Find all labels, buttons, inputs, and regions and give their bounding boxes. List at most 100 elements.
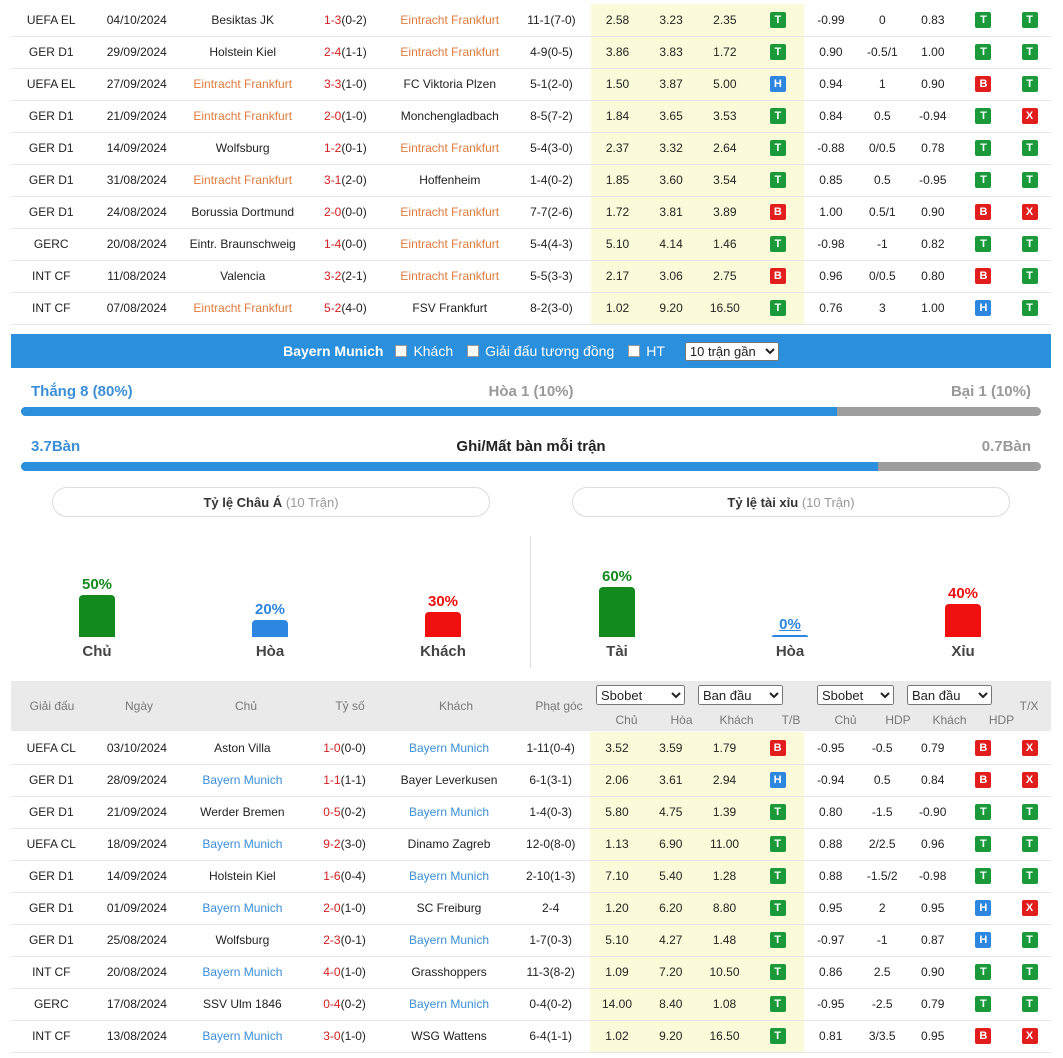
handicap-time-select[interactable]: Ban đầu	[907, 685, 992, 705]
competition-cell[interactable]: GER D1	[11, 892, 92, 925]
competition-cell[interactable]: INT CF	[11, 956, 92, 989]
competition-cell[interactable]: INT CF	[11, 292, 92, 325]
score-value[interactable]: 2-0	[323, 901, 341, 915]
away-team-cell[interactable]: Eintracht Frankfurt	[387, 196, 513, 229]
handicap-company-select[interactable]: Sbobet	[817, 685, 894, 705]
score-value[interactable]: 2-3	[323, 933, 341, 947]
home-team-cell[interactable]: Werder Bremen	[182, 796, 303, 829]
competition-cell[interactable]: UEFA CL	[11, 732, 92, 765]
home-team-cell[interactable]: Eintracht Frankfurt	[182, 100, 304, 133]
away-team-cell[interactable]: SC Freiburg	[386, 892, 512, 925]
away-team-cell[interactable]: Bayern Munich	[386, 924, 512, 957]
competition-cell[interactable]: GERC	[11, 228, 92, 261]
home-team-cell[interactable]: Wolfsburg	[182, 132, 304, 165]
competition-cell[interactable]: GER D1	[11, 132, 92, 165]
competition-cell[interactable]: UEFA CL	[11, 828, 92, 861]
competition-cell[interactable]: GER D1	[11, 764, 92, 797]
competition-cell[interactable]: UEFA EL	[11, 4, 92, 37]
away-only-checkbox[interactable]	[395, 345, 408, 357]
ah-hdp-cell: 2/2.5	[857, 828, 907, 861]
away-team-cell[interactable]: Dinamo Zagreb	[386, 828, 512, 861]
competition-cell[interactable]: GER D1	[11, 100, 92, 133]
odds-home-cell: 1.13	[590, 828, 644, 861]
hdp-result-badge: T	[975, 868, 992, 884]
away-team-cell[interactable]: Eintracht Frankfurt	[387, 228, 513, 261]
away-team-cell[interactable]: Grasshoppers	[386, 956, 512, 989]
home-team-cell[interactable]: Bayern Munich	[182, 828, 303, 861]
away-team-cell[interactable]: Bayern Munich	[386, 988, 512, 1021]
home-team-cell[interactable]: Holstein Kiel	[182, 860, 303, 893]
score-value[interactable]: 3-3	[324, 77, 342, 91]
competition-cell[interactable]: GER D1	[11, 924, 92, 957]
halftime-score: (0-0)	[340, 740, 366, 755]
score-value[interactable]: 3-2	[324, 269, 342, 283]
away-team-cell[interactable]: Monchengladbach	[387, 100, 513, 133]
ah-home-cell: -0.98	[804, 228, 858, 261]
away-team-cell[interactable]: Bayern Munich	[386, 796, 512, 829]
home-team-cell[interactable]: Bayern Munich	[182, 1020, 303, 1053]
col-tx: T/X	[1019, 699, 1039, 713]
ah-away-cell: 0.90	[906, 196, 959, 229]
score-value[interactable]: 2-0	[324, 205, 342, 219]
score-value[interactable]: 0-5	[323, 805, 341, 819]
home-team-cell[interactable]: Holstein Kiel	[182, 36, 304, 69]
tb-badge: B	[769, 739, 786, 756]
score-value[interactable]: 0-4	[323, 997, 341, 1011]
competition-cell[interactable]: UEFA EL	[11, 68, 92, 101]
competition-cell[interactable]: INT CF	[11, 260, 92, 293]
odds-time-select[interactable]: Ban đầu	[698, 685, 783, 705]
away-team-cell[interactable]: Bayer Leverkusen	[386, 764, 512, 797]
home-team-cell[interactable]: Borussia Dortmund	[182, 196, 304, 229]
ht-checkbox[interactable]	[628, 345, 641, 357]
competition-cell[interactable]: GER D1	[11, 860, 92, 893]
away-team-cell[interactable]: WSG Wattens	[386, 1020, 512, 1053]
home-team-cell[interactable]: Eintracht Frankfurt	[182, 164, 304, 197]
away-team-cell[interactable]: Hoffenheim	[387, 164, 513, 197]
score-value[interactable]: 2-0	[324, 109, 342, 123]
home-team-cell[interactable]: SSV Ulm 1846	[182, 988, 303, 1021]
hdp-result-badge: T	[975, 140, 992, 156]
score-value[interactable]: 3-0	[323, 1029, 341, 1043]
score-value[interactable]: 1-1	[323, 773, 341, 787]
home-team-cell[interactable]: Valencia	[182, 260, 304, 293]
away-team-cell[interactable]: Eintracht Frankfurt	[387, 132, 513, 165]
score-value[interactable]: 1-0	[323, 740, 341, 755]
home-team-cell[interactable]: Eintracht Frankfurt	[182, 292, 304, 325]
score-value[interactable]: 5-2	[324, 301, 342, 315]
home-team-cell[interactable]: Eintracht Frankfurt	[182, 68, 304, 101]
home-team-cell[interactable]: Wolfsburg	[182, 924, 303, 957]
same-league-checkbox[interactable]	[467, 345, 480, 357]
competition-cell[interactable]: GER D1	[11, 164, 92, 197]
home-team-cell[interactable]: Besiktas JK	[182, 4, 304, 37]
away-team-cell[interactable]: FC Viktoria Plzen	[387, 68, 513, 101]
odds-company-select[interactable]: Sbobet	[596, 685, 685, 705]
score-value[interactable]: 2-4	[324, 45, 342, 59]
score-value[interactable]: 1-6	[323, 869, 341, 883]
ah-home-cell: 0.90	[804, 36, 858, 69]
odds-away-cell: 3.54	[697, 164, 752, 197]
competition-cell[interactable]: GER D1	[11, 796, 92, 829]
home-team-cell[interactable]: Bayern Munich	[182, 764, 303, 797]
score-value[interactable]: 1-2	[324, 141, 342, 155]
score-value[interactable]: 1-4	[324, 237, 342, 251]
odds-draw-cell: 3.65	[644, 100, 698, 133]
away-team-cell[interactable]: Eintracht Frankfurt	[387, 36, 513, 69]
competition-cell[interactable]: GER D1	[11, 196, 92, 229]
away-team-cell[interactable]: FSV Frankfurt	[387, 292, 513, 325]
match-count-select[interactable]: 10 trận gần	[684, 341, 779, 361]
away-team-cell[interactable]: Eintracht Frankfurt	[387, 4, 513, 37]
score-value[interactable]: 1-3	[324, 12, 342, 27]
competition-cell[interactable]: GER D1	[11, 36, 92, 69]
score-value[interactable]: 9-2	[323, 837, 341, 851]
competition-cell[interactable]: INT CF	[11, 1020, 92, 1053]
away-team-cell[interactable]: Eintracht Frankfurt	[387, 260, 513, 293]
home-team-cell[interactable]: Bayern Munich	[182, 892, 303, 925]
score-value[interactable]: 4-0	[323, 965, 341, 979]
home-team-cell[interactable]: Bayern Munich	[182, 956, 303, 989]
competition-cell[interactable]: GERC	[11, 988, 92, 1021]
away-team-cell[interactable]: Bayern Munich	[386, 860, 512, 893]
score-value[interactable]: 3-1	[324, 173, 342, 187]
home-team-cell[interactable]: Eintr. Braunschweig	[182, 228, 304, 261]
home-team-cell[interactable]: Aston Villa	[182, 732, 303, 765]
away-team-cell[interactable]: Bayern Munich	[386, 732, 512, 765]
